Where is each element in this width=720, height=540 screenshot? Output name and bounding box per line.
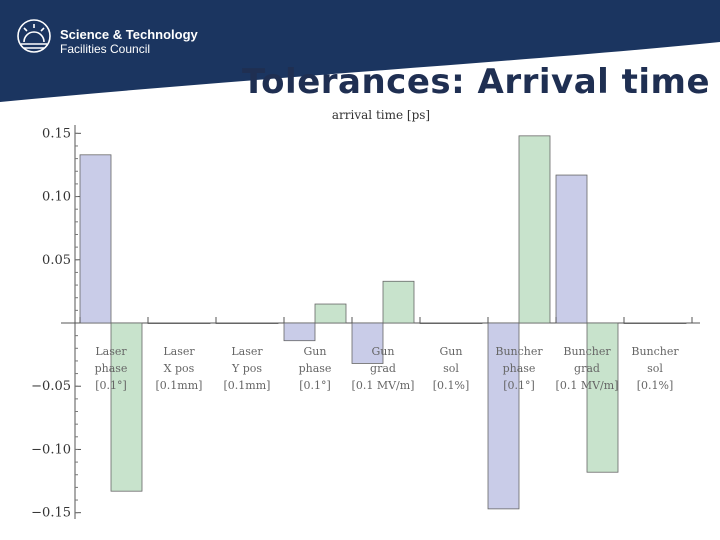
y-tick-label: −0.05	[31, 379, 71, 394]
slide-header: Science & Technology Facilities Council …	[0, 0, 720, 110]
y-ticks: −0.15 −0.10 −0.05 0.05 0.10 0.15	[31, 126, 81, 521]
category-label: Laser Y pos [0.1mm]	[224, 345, 271, 392]
bar-series1	[215, 322, 248, 325]
bar-series2	[518, 135, 551, 324]
category-label: Laser X pos [0.1mm]	[156, 345, 203, 392]
slide-title: Tolerances: Arrival time	[242, 62, 711, 102]
category-label: Buncher grad [0.1 MV/m]	[556, 345, 619, 392]
category-label: Gun phase [0.1°]	[299, 345, 332, 392]
category-label: Gun sol [0.1%]	[433, 345, 470, 392]
bar-series2	[314, 303, 347, 324]
y-tick-label: −0.15	[31, 506, 71, 521]
bar-series1	[487, 322, 520, 510]
category-label: Laser phase [0.1°]	[95, 345, 128, 392]
bar-series2	[246, 322, 279, 325]
header-band	[0, 0, 720, 102]
y-tick-label: 0.10	[42, 190, 71, 205]
y-tick-label: −0.10	[31, 442, 71, 457]
bar-series1	[147, 322, 180, 325]
bar-chart: arrival time [ps] −0.15 −0.10 −0.05 0.05 0.1…	[31, 108, 700, 521]
category-label: Buncher sol [0.1%]	[631, 345, 679, 392]
bar-series2	[586, 322, 619, 473]
bar-series1	[419, 322, 452, 325]
bar-series2	[110, 322, 143, 492]
bar-series1	[555, 174, 588, 324]
category-labels: Laser phase [0.1°] Laser X pos [0.1mm] Laser Y …	[95, 345, 680, 392]
category-label: Gun grad [0.1 MV/m]	[352, 345, 415, 392]
bar-series2	[178, 322, 211, 325]
y-tick-label: 0.05	[42, 253, 71, 268]
bar-series2	[382, 280, 415, 324]
category-label: Buncher phase [0.1°]	[495, 345, 543, 392]
x-ticks	[79, 317, 693, 323]
org-name-line2: Facilities Council	[60, 42, 151, 56]
bar-series1	[79, 154, 112, 324]
bars	[79, 135, 687, 510]
bar-series2	[450, 322, 483, 325]
header-wave	[0, 0, 720, 102]
chart-title: arrival time [ps]	[332, 108, 430, 122]
sunrise-icon	[17, 19, 51, 53]
y-tick-label: 0.15	[42, 126, 71, 141]
bar-series1	[623, 322, 656, 325]
bar-series2	[654, 322, 687, 325]
org-name-line1: Science & Technology	[60, 27, 198, 42]
bar-series1	[283, 322, 316, 342]
bar-series1	[351, 322, 384, 364]
org-logo-text: Science & Technology Facilities Council	[60, 27, 198, 57]
